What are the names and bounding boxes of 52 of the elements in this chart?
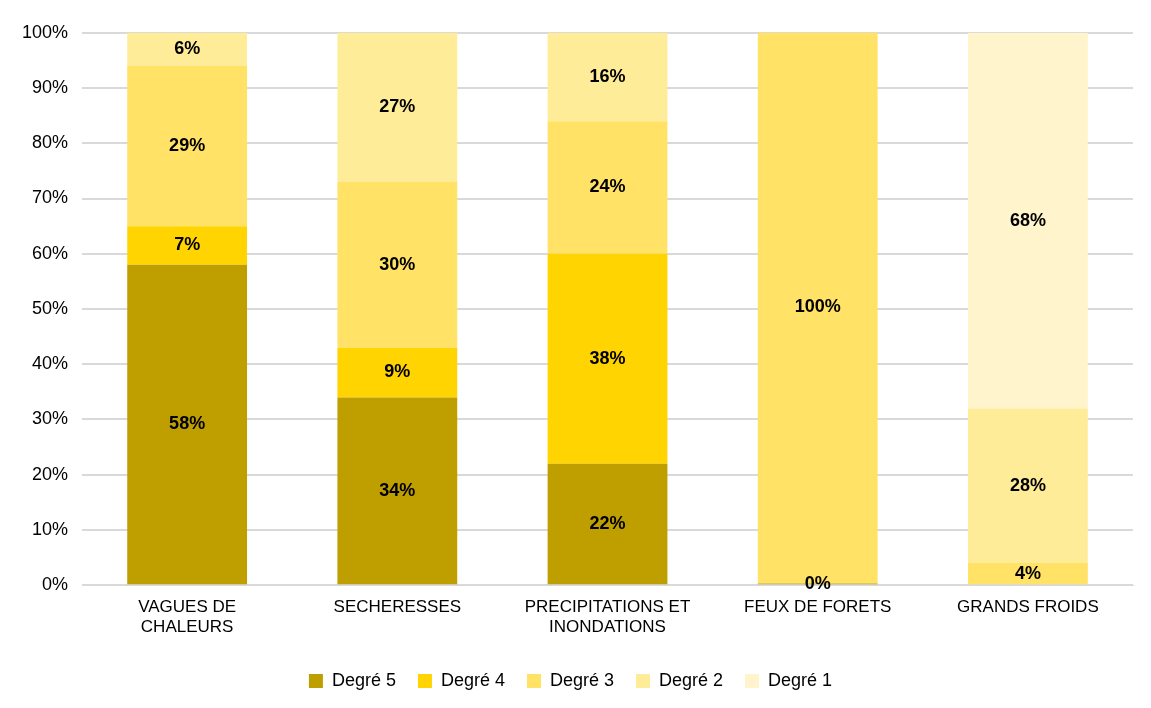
data-label: 7% [174, 234, 201, 255]
bar [968, 408, 1088, 564]
data-label: 22% [589, 512, 626, 533]
data-label: 9% [384, 361, 411, 382]
data-label: 16% [589, 65, 626, 86]
y-tick-label: 0% [42, 574, 69, 595]
bar [547, 463, 668, 585]
y-tick-label: 70% [32, 187, 69, 208]
data-label: 24% [589, 176, 626, 197]
data-label: 27% [379, 96, 416, 117]
bar [547, 121, 668, 254]
data-label: 68% [1009, 209, 1046, 230]
y-tick-label: 20% [32, 463, 69, 484]
legend-label: Degré 5 [331, 669, 396, 690]
data-label: 29% [169, 135, 206, 156]
y-tick-label: 100% [21, 21, 69, 42]
bar [337, 32, 458, 182]
data-label: 58% [169, 413, 206, 434]
data-label: 28% [1009, 474, 1046, 495]
x-tick-label: VAGUES DE CHALEURS [138, 597, 237, 637]
bar [127, 65, 248, 227]
x-tick-label: FEUX DE FORETS [744, 597, 892, 617]
y-tick-label: 10% [32, 518, 69, 539]
y-tick-label: 40% [32, 353, 69, 374]
y-tick-label: 90% [32, 77, 69, 98]
data-label: 4% [1014, 562, 1041, 583]
data-label: 100% [794, 296, 841, 317]
y-tick-label: 50% [32, 297, 69, 318]
bar [968, 563, 1088, 585]
bar [127, 226, 248, 265]
data-label: 30% [379, 253, 416, 274]
legend-label: Degré 2 [659, 669, 724, 690]
x-tick-label: SECHERESSES [333, 597, 462, 617]
data-label: 6% [174, 38, 201, 59]
bar [547, 32, 668, 122]
y-tick-label: 30% [32, 408, 69, 429]
bar [968, 32, 1088, 409]
data-label: 38% [589, 347, 626, 368]
bar [337, 181, 458, 348]
x-tick-label: PRECIPITATIONS ET INONDATIONS [524, 597, 691, 637]
bar [337, 347, 458, 398]
legend-label: Degré 4 [440, 669, 505, 690]
y-tick-label: 80% [32, 132, 69, 153]
bar [127, 32, 248, 66]
bar [127, 264, 248, 585]
legend-label: Degré 1 [768, 669, 833, 690]
bar [547, 253, 668, 464]
y-tick-label: 60% [32, 242, 69, 263]
bar [337, 397, 458, 585]
legend-label: Degré 3 [549, 669, 615, 690]
x-tick-label: GRANDS FROIDS [957, 597, 1099, 617]
data-label: 34% [379, 479, 416, 500]
